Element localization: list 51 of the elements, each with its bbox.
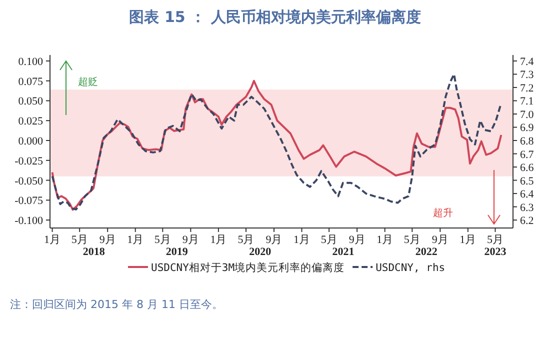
text: 2018 (82, 246, 106, 258)
y-tick-label: -0.050 (14, 175, 44, 188)
y2-tick-label: 7.0 (520, 108, 534, 121)
x-tick-label: 9月 (348, 234, 366, 246)
y2-tick-label: 7.1 (520, 96, 534, 108)
y2-tick-label: 7.4 (520, 56, 534, 68)
y2-tick-label: 7.2 (520, 82, 534, 94)
y-tick-label: 0.000 (18, 136, 44, 148)
chart-title: 图表 15 ： 人民币相对境内美元利率偏离度 (129, 8, 421, 26)
x-tick-label: 1月 (460, 234, 476, 246)
y2-tick-label: 7.3 (520, 69, 534, 82)
y-tick-label: 0.075 (18, 76, 44, 88)
x-tick-label: 5月 (486, 234, 504, 246)
legend-label: USDCNY, rhs (376, 262, 446, 274)
y2-tick-label: 6.5 (520, 175, 534, 188)
text: 注：回归区间为 2015 年 8 月 11 日至今。 (10, 298, 223, 311)
y2-tick-label: 6.2 (520, 215, 534, 228)
y2-tick-label: 6.3 (520, 202, 534, 214)
text: 2022 (415, 246, 438, 258)
x-tick-label: 9月 (182, 234, 199, 246)
x-tick-label: 5月 (71, 234, 88, 246)
y-tick-label: 0.025 (18, 116, 44, 128)
y2-tick-label: 6.4 (520, 188, 534, 201)
x-tick-label: 1月 (294, 234, 310, 246)
y2-tick-label: 6.9 (520, 122, 534, 134)
text: 2023 (484, 246, 507, 258)
y2-tick-label: 6.7 (520, 148, 534, 161)
y-tick-label: 0.050 (18, 96, 44, 108)
y2-tick-label: 6.8 (520, 136, 534, 148)
x-tick-label: 9月 (266, 234, 282, 246)
y-tick-label: -0.100 (14, 215, 44, 228)
y-tick-label: 0.100 (18, 56, 44, 68)
x-tick-label: 1月 (210, 234, 227, 246)
x-tick-label: 9月 (99, 234, 116, 246)
y2-tick-label: 6.6 (520, 162, 534, 174)
legend-label: USDCNY相对于3M境内美元利率的偏离度 (151, 261, 345, 274)
annotation: 超贬 (78, 76, 98, 88)
x-tick-label: 5月 (320, 234, 338, 246)
x-tick-label: 5月 (238, 234, 254, 246)
text: 2020 (249, 246, 272, 258)
x-tick-label: 1月 (44, 234, 61, 246)
x-tick-label: 1月 (376, 234, 394, 246)
x-tick-label: 5月 (154, 234, 171, 246)
x-tick-label: 1月 (127, 234, 144, 246)
x-tick-label: 9月 (432, 234, 448, 246)
text: 2019 (166, 246, 188, 258)
annotation: 超升 (433, 207, 453, 219)
y-tick-label: -0.025 (14, 155, 44, 168)
y-tick-label: -0.075 (14, 195, 44, 208)
text: 2021 (332, 246, 354, 258)
x-tick-label: 5月 (404, 234, 420, 246)
